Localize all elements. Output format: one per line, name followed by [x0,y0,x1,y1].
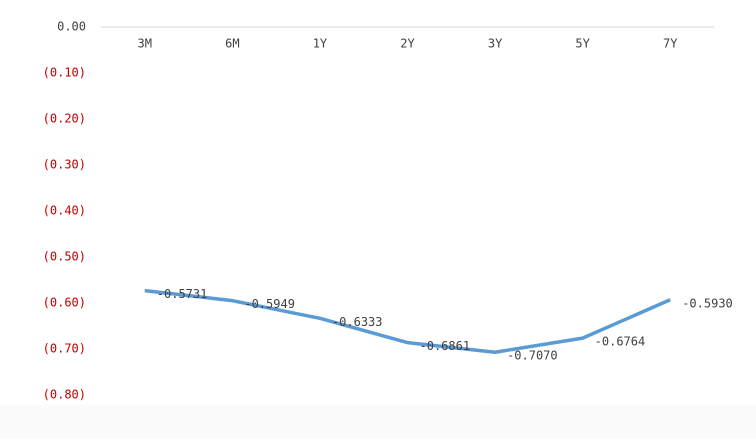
y-tick-label: (0.30) [43,158,86,172]
y-tick-label: (0.40) [43,204,86,218]
x-tick-label: 6M [225,37,239,51]
x-tick-label: 7Y [663,37,678,51]
x-tick-label: 1Y [313,37,328,51]
data-label: -0.6861 [420,339,471,353]
data-label: -0.6333 [332,315,383,329]
data-line [144,288,671,354]
y-tick-label: (0.80) [43,388,86,402]
data-label: -0.7070 [507,349,558,363]
y-tick-label: (0.70) [43,342,86,356]
data-label: -0.5949 [244,297,295,311]
data-label: -0.5930 [682,296,733,310]
data-label: -0.6764 [595,335,646,349]
data-label: -0.5731 [157,287,208,301]
y-tick-label: (0.50) [43,250,86,264]
x-tick-label: 3M [138,37,152,51]
background [0,405,756,439]
y-tick-label: 0.00 [57,20,86,34]
x-tick-label: 5Y [575,37,590,51]
y-tick-label: (0.60) [43,296,86,310]
x-tick-label: 3Y [488,37,503,51]
y-tick-label: (0.10) [43,66,86,80]
y-tick-label: (0.20) [43,112,86,126]
x-tick-label: 2Y [400,37,415,51]
